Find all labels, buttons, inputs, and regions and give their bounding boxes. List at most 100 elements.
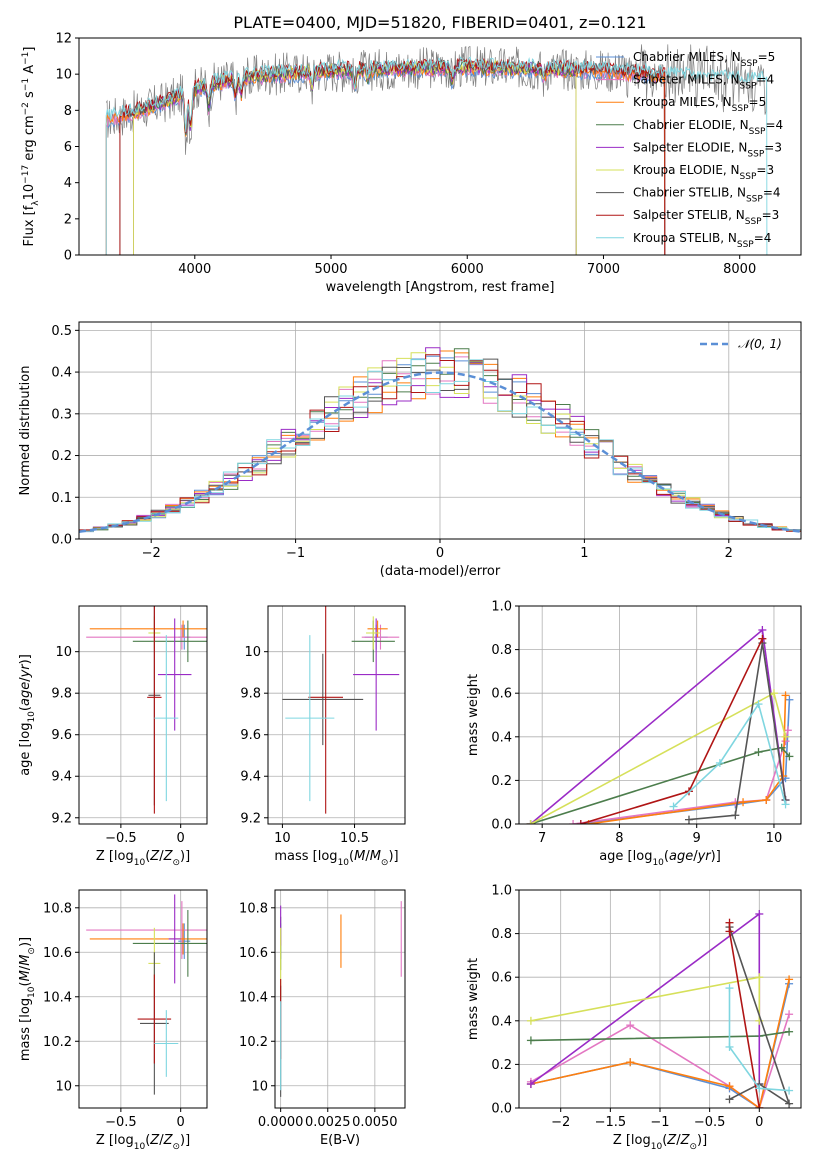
- weight_vs_Z-series-line: [530, 976, 761, 1022]
- weight_vs_Z-marker: [755, 1084, 764, 1093]
- weight_vs_age-marker: [526, 820, 535, 824]
- weight_vs_age-ytick-label: 0.2: [491, 774, 512, 789]
- weight_vs_Z-marker: [785, 1099, 794, 1108]
- mass_vs_ebv-plot: [280, 901, 402, 1097]
- weight_vs_age-marker: [715, 758, 724, 767]
- weight_vs_age-series-line: [672, 702, 787, 808]
- weight_vs_age-ytick-label: 1.0: [491, 600, 512, 615]
- weight_vs_age-marker: [758, 634, 767, 643]
- mass_vs_ebv-ytick-label: 10: [251, 1079, 268, 1094]
- residuals-xtick-label: −2: [142, 546, 161, 561]
- weight_vs_Z-marker: [785, 1027, 794, 1036]
- weight_vs_Z-xtick-label: −2: [551, 1115, 570, 1130]
- weight_vs_Z-frame: −2 −1.5 −1 −0.5 0 0.0 0.2 0.4 0.6 0.8 1.0 Z [log10(…: [466, 884, 802, 1152]
- weight_vs_age-marker: [758, 625, 767, 634]
- age_vs_mass-point: [353, 618, 400, 731]
- age_vs_mass-xlabel: mass [log10(M/M⊙)]: [274, 849, 398, 868]
- mass_vs_ebv-spine: [274, 889, 406, 1109]
- residual-histogram: [79, 358, 801, 532]
- mass_vs_Z-point: [86, 901, 207, 959]
- residuals-ytick-label: 0.3: [51, 407, 72, 422]
- weight_vs_Z-marker: [626, 1021, 635, 1030]
- spectrum-ytick-label: 4: [64, 176, 72, 191]
- weight_vs_Z-marker: [725, 1042, 734, 1051]
- weight_vs_Z-xtick-label: −0.5: [694, 1115, 726, 1130]
- weight_vs_age-xtick-label: 10: [766, 831, 783, 846]
- age_vs_Z-point: [157, 618, 192, 731]
- weight_vs_Z-ytick-label: 0.2: [491, 1058, 512, 1073]
- legend-entry: Salpeter STELIB, NSSP=3: [633, 208, 779, 227]
- spectrum-ytick-label: 8: [64, 104, 72, 119]
- age_vs_mass-spine: [267, 605, 406, 825]
- weight_vs_age-marker: [576, 820, 585, 824]
- residual-histogram: [79, 359, 801, 532]
- age_vs_Z-ytick-label: 9.6: [51, 728, 72, 743]
- weight_vs_age-spine: [518, 605, 802, 825]
- weight_vs_Z-marker: [785, 1086, 794, 1095]
- age_vs_mass-frame: 10 10.5 9.2 9.4 9.6 9.8 10 mass [log10(M/M⊙)]: [240, 605, 406, 868]
- weight_vs_age-ytick-label: 0.4: [491, 730, 512, 745]
- spectrum-data-line: [105, 44, 768, 155]
- age_vs_mass-point: [367, 620, 388, 638]
- spectrum-model-line: [105, 63, 666, 255]
- age_vs_Z-xlabel: Z [log10(Z/Z⊙)]: [96, 849, 190, 868]
- spectrum-xtick-label: 5000: [314, 262, 347, 277]
- age_vs_Z-plot: [86, 606, 207, 814]
- mass_vs_Z-frame: −0.5 0 10 10.2 10.4 10.6 10.8 Z [log10(Z/Z⊙)] ma…: [18, 889, 208, 1152]
- age_vs_Z-ylabel: age [log10(age/yr)]: [18, 654, 37, 776]
- age_vs_mass-ytick-label: 9.6: [240, 728, 261, 743]
- weight_vs_age-marker: [769, 689, 778, 698]
- age_vs_mass-xtick-label: 10.5: [340, 831, 369, 846]
- age_vs_Z-point: [147, 606, 162, 814]
- mass_vs_ebv-frame: 0.0000 0.0025 0.0050 10 10.2 10.4 10.6 10.8 E(B-…: [239, 889, 406, 1148]
- normal-legend-label: 𝒩(0, 1): [738, 337, 782, 351]
- spectrum-frame: 4000 5000 6000 7000 8000 0 2 4 6 8 10 12 wavelength …: [21, 13, 802, 295]
- mass_vs_ebv-ytick-label: 10.8: [239, 901, 268, 916]
- age_vs_mass-xtick-label: 10: [274, 831, 291, 846]
- weight_vs_Z-marker: [725, 927, 734, 936]
- legend-entry: Chabrier ELODIE, NSSP=4: [633, 118, 783, 137]
- mass_vs_Z-ylabel: mass [log10(M/M⊙)]: [18, 937, 37, 1061]
- weight_vs_age-frame: 7 8 9 10 0.0 0.2 0.4 0.6 0.8 1.0 age [log10(age/yr…: [466, 600, 802, 868]
- weight_vs_age-axes: [519, 605, 801, 825]
- spectrum-xtick-label: 7000: [587, 262, 620, 277]
- age_vs_Z-ytick-label: 10: [55, 645, 72, 660]
- weight_vs_Z-ytick-label: 0.8: [491, 927, 512, 942]
- legend-entry: Kroupa STELIB, NSSP=4: [633, 231, 771, 250]
- age_vs_Z-xtick-label: 0: [177, 831, 185, 846]
- weight_vs_age-marker: [684, 815, 693, 824]
- weight_vs_Z-marker: [785, 975, 794, 984]
- age_vs_Z-ytick-label: 9.2: [51, 811, 72, 826]
- spectrum-model-line: [105, 56, 768, 255]
- weight_vs_age-marker: [569, 820, 578, 824]
- weight_vs_Z-ytick-label: 1.0: [491, 884, 512, 899]
- mass_vs_ebv-xlabel: E(B-V): [320, 1133, 360, 1148]
- mass_vs_Z-spine: [78, 889, 208, 1109]
- weight_vs_Z-marker: [626, 1058, 635, 1067]
- residuals-ytick-label: 0.1: [51, 491, 72, 506]
- mass_vs_Z-plot: [86, 894, 207, 1095]
- residuals-plot: [79, 347, 801, 533]
- spectrum-model-line: [105, 61, 666, 255]
- residuals-xlabel: (data-model)/error: [380, 564, 501, 579]
- mass_vs_Z-point: [178, 923, 191, 959]
- weight_vs_age-marker: [669, 802, 678, 811]
- age_vs_mass-plot: [282, 606, 400, 814]
- weight_vs_age-marker: [785, 695, 794, 704]
- residuals-ytick-label: 0.4: [51, 366, 72, 381]
- weight_vs_age-marker: [781, 732, 790, 741]
- weight_vs_Z-marker: [755, 1104, 764, 1108]
- residuals-xtick-label: 2: [725, 546, 733, 561]
- spectrum-title: PLATE=0400, MJD=51820, FIBERID=0401, z=0…: [233, 13, 646, 32]
- mass_vs_Z-axes: [79, 890, 207, 1108]
- spectrum-xlabel: wavelength [Angstrom, rest frame]: [326, 280, 555, 295]
- weight_vs_Z-ytick-label: 0.0: [491, 1102, 512, 1117]
- weight_vs_age-series-line: [580, 638, 764, 824]
- weight_vs_age-marker: [785, 752, 794, 761]
- weight_vs_Z-marker: [725, 1095, 734, 1104]
- mass_vs_ebv-xtick-label: 0.0050: [352, 1115, 398, 1130]
- weight_vs_age-ytick-label: 0.8: [491, 643, 512, 658]
- age_vs_mass-point: [285, 635, 335, 802]
- mass_vs_Z-ytick-label: 10.4: [43, 990, 72, 1005]
